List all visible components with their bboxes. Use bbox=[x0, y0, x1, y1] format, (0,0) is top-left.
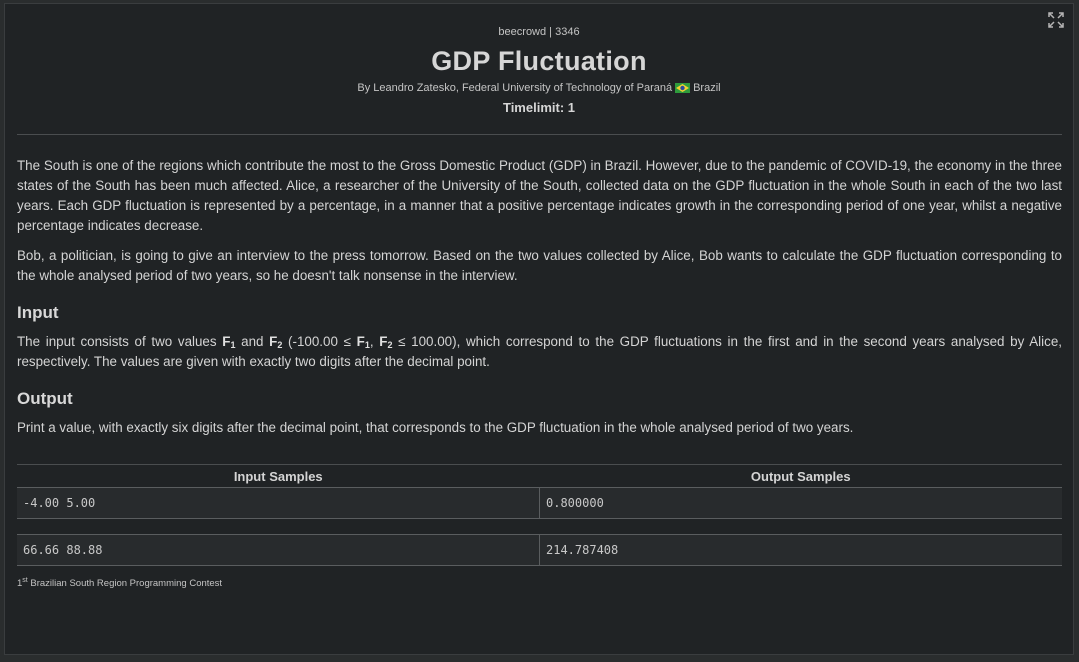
problem-panel: beecrowd | 3346 GDP Fluctuation By Leand… bbox=[4, 3, 1074, 655]
description-paragraph-2: Bob, a politician, is going to give an i… bbox=[17, 248, 1062, 283]
problem-title: GDP Fluctuation bbox=[431, 46, 647, 76]
input-text-comma: , bbox=[369, 334, 380, 349]
var-f1-range: F1 bbox=[356, 334, 370, 350]
var-f1: F1 bbox=[222, 334, 236, 350]
timelimit: Timelimit: 1 bbox=[502, 100, 575, 115]
expand-icon[interactable] bbox=[1048, 12, 1064, 28]
samples-table: Input Samples Output Samples -4.00 5.00 … bbox=[17, 464, 1062, 566]
input-text-and: and bbox=[235, 334, 270, 349]
author-text: By Leandro Zatesko, Federal University o… bbox=[357, 82, 673, 94]
var-f2-range: F2 bbox=[379, 334, 393, 350]
input-text-range-close: ≤ 100.00), which correspond to the GDP f… bbox=[17, 334, 1062, 369]
input-heading: Input bbox=[17, 303, 59, 322]
input-text-a: The input consists of two values bbox=[17, 334, 223, 349]
sample-output-cell[interactable]: 214.787408 bbox=[539, 535, 1062, 565]
footer-text: Brazilian South Region Programming Conte… bbox=[27, 578, 223, 589]
var-f2: F2 bbox=[269, 334, 283, 350]
footer-ordinal: 1 bbox=[17, 578, 23, 589]
description-paragraph-1: The South is one of the regions which co… bbox=[17, 158, 1062, 233]
samples-header: Input Samples Output Samples bbox=[17, 464, 1062, 487]
sample-row: -4.00 5.00 0.800000 bbox=[17, 487, 1062, 519]
sample-row: 66.66 88.88 214.787408 bbox=[17, 534, 1062, 566]
input-description: The input consists of two values F1 and … bbox=[17, 332, 1062, 372]
input-samples-header: Input Samples bbox=[233, 469, 323, 484]
brazil-flag-icon bbox=[675, 83, 691, 93]
header-divider bbox=[17, 134, 1062, 135]
sample-input-cell[interactable]: 66.66 88.88 bbox=[23, 543, 103, 557]
sample-input-cell[interactable]: -4.00 5.00 bbox=[23, 496, 96, 510]
problem-author: By Leandro Zatesko, Federal University o… bbox=[5, 81, 1073, 95]
sample-output-cell[interactable]: 0.800000 bbox=[539, 488, 1062, 518]
output-heading: Output bbox=[17, 389, 73, 408]
output-samples-header: Output Samples bbox=[750, 469, 851, 484]
problem-body: The South is one of the regions which co… bbox=[17, 156, 1062, 438]
author-country: Brazil bbox=[693, 82, 721, 94]
footer-ordinal-suffix: st bbox=[22, 577, 28, 584]
contest-footer: 1st Brazilian South Region Programming C… bbox=[17, 577, 222, 591]
input-text-range-open: (-100.00 ≤ bbox=[282, 334, 357, 349]
output-description: Print a value, with exactly six digits a… bbox=[17, 420, 854, 435]
problem-source: beecrowd | 3346 bbox=[498, 26, 580, 38]
